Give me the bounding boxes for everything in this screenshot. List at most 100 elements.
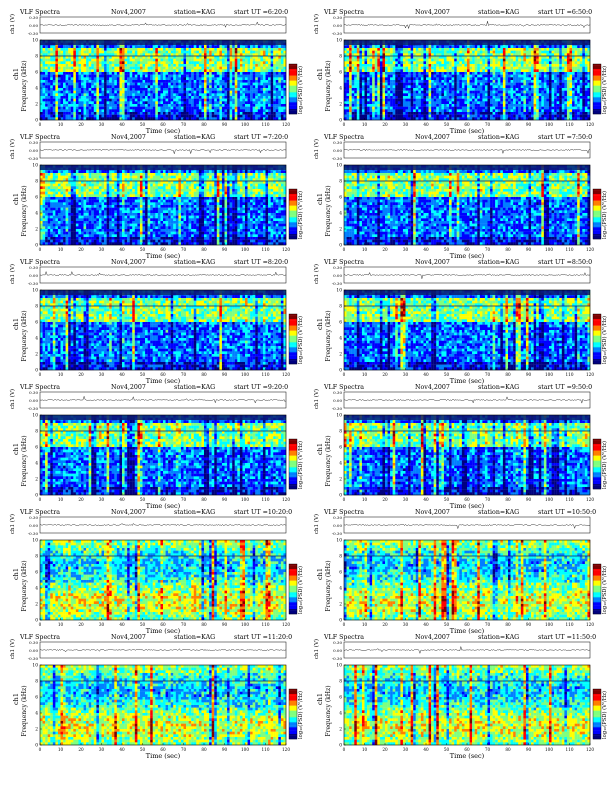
spectrogram-cell	[484, 90, 488, 94]
spectrogram-cell	[538, 61, 542, 65]
spectrogram-cell	[57, 117, 61, 121]
spectrogram-cell	[554, 88, 557, 91]
spectrogram-cell	[260, 58, 264, 62]
spectrogram-cell	[211, 109, 215, 113]
spectrogram-cell	[114, 112, 118, 115]
spectrogram-cell	[587, 82, 591, 86]
spectrogram-cell	[518, 58, 521, 62]
spectrogram-cell	[232, 74, 235, 78]
spectrogram-cell	[351, 82, 355, 86]
spectrogram-cell	[484, 53, 488, 57]
spectrogram-cell	[98, 117, 102, 121]
spectrogram-cell	[382, 61, 386, 65]
spectrogram-cell	[520, 90, 524, 94]
spectrogram-cell	[278, 50, 282, 54]
spectrogram-cell	[137, 45, 141, 49]
spectrogram-cell	[474, 88, 478, 91]
spectrogram-cell	[55, 80, 59, 83]
spectrogram-cell	[70, 80, 74, 83]
panel-title: VLF Spectra	[19, 9, 60, 16]
spectrogram-cell	[211, 117, 215, 121]
spectrogram-cell	[531, 61, 534, 65]
spectrogram-cell	[250, 114, 253, 118]
spectrogram-cell	[111, 69, 115, 73]
spectrogram-cell	[382, 48, 386, 51]
spectrogram-cell	[387, 64, 391, 67]
spectrogram-cell	[410, 45, 414, 49]
spectrogram-cell	[170, 48, 174, 51]
spectrogram-cell	[502, 77, 506, 81]
spectrogram-cell	[346, 77, 350, 81]
spectrogram-cell	[415, 82, 419, 86]
spectrogram-cell	[83, 109, 87, 113]
spectrogram-cell	[500, 56, 504, 59]
spectrogram-cell	[482, 85, 486, 89]
spectrogram-cell	[75, 48, 79, 51]
spectrogram-cell	[469, 50, 473, 54]
spectrogram-cell	[101, 72, 105, 75]
spectrogram-cell	[531, 90, 534, 94]
spectrogram-cell	[178, 48, 182, 51]
spectrogram-cell	[268, 109, 271, 113]
spectrogram-cell	[170, 104, 174, 107]
spectrogram-cell	[551, 82, 555, 86]
spectrogram-cell	[157, 104, 161, 107]
spectrogram-cell	[268, 106, 271, 110]
spectrogram-cell	[566, 53, 570, 57]
spectrogram-cell	[474, 85, 478, 89]
spectrogram-cell	[173, 82, 176, 86]
spectrogram-cell	[209, 56, 212, 59]
colorbar-step	[289, 84, 297, 86]
spectrogram-cell	[201, 109, 205, 113]
spectrogram-cell	[247, 72, 251, 75]
spectrogram-cell	[63, 112, 66, 115]
spectrogram-cell	[410, 80, 414, 83]
spectrogram-cell	[196, 104, 200, 107]
spectrogram-cell	[413, 90, 416, 94]
spectrogram-cell	[132, 96, 135, 99]
spectrogram-cell	[163, 77, 166, 81]
spectrogram-cell	[477, 48, 480, 51]
spectrogram-cell	[349, 66, 352, 70]
spectrogram-cell	[55, 56, 59, 59]
spectrogram-cell	[116, 101, 120, 105]
spectrogram-cell	[446, 61, 450, 65]
spectrogram-cell	[564, 85, 568, 89]
spectrogram-cell	[96, 61, 100, 65]
spectrogram-cell	[237, 69, 241, 73]
spectrogram-cell	[502, 72, 506, 75]
spectrogram-cell	[45, 64, 48, 67]
spectrogram-cell	[523, 61, 527, 65]
spectrogram-cell	[387, 48, 391, 51]
spectrogram-cell	[42, 80, 46, 83]
spectrogram-cell	[484, 66, 488, 70]
spectrogram-cell	[81, 104, 84, 107]
spectrogram-cell	[134, 117, 138, 121]
spectrogram-cell	[443, 74, 447, 78]
spectrogram-cell	[170, 90, 174, 94]
spectrogram-cell	[173, 77, 176, 81]
spectrogram-cell	[116, 45, 120, 49]
spectrogram-cell	[65, 96, 69, 99]
spectrogram-cell	[109, 58, 112, 62]
spectrogram-cell	[173, 48, 176, 51]
spectrogram-cell	[173, 109, 176, 113]
spectrogram-cell	[98, 77, 102, 81]
spectrogram-cell	[510, 45, 514, 49]
spectrogram-cell	[196, 85, 200, 89]
spectrogram-cell	[209, 117, 212, 121]
spectrogram-cell	[469, 58, 473, 62]
spectrogram-cell	[566, 48, 570, 51]
spectrogram-cell	[155, 101, 159, 105]
spectrogram-cell	[45, 82, 48, 86]
spectrogram-cell	[454, 88, 457, 91]
spectrogram-cell	[57, 98, 61, 102]
spectrogram-cell	[73, 114, 77, 118]
spectrogram-cell	[356, 93, 360, 97]
spectrogram-cell	[219, 77, 223, 81]
spectrogram-cell	[467, 61, 470, 65]
spectrogram-cell	[402, 80, 406, 83]
spectrogram-cell	[490, 64, 493, 67]
spectrogram-cell	[245, 53, 248, 57]
spectrogram-cell	[81, 88, 84, 91]
